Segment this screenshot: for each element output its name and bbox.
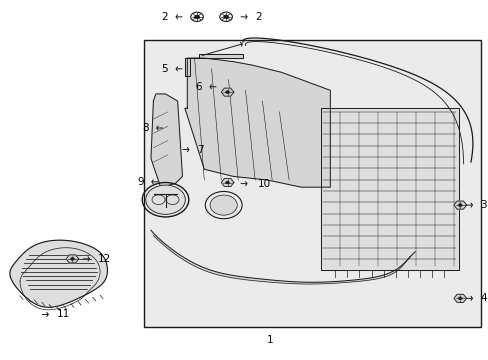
Polygon shape	[453, 201, 466, 209]
Polygon shape	[184, 58, 330, 187]
Text: 2: 2	[255, 12, 261, 22]
Polygon shape	[151, 94, 182, 187]
Bar	[143, 40, 480, 327]
Circle shape	[70, 257, 74, 260]
Circle shape	[145, 185, 185, 214]
Polygon shape	[320, 108, 458, 270]
Circle shape	[194, 15, 199, 19]
Circle shape	[210, 195, 237, 215]
Circle shape	[225, 91, 229, 94]
Circle shape	[457, 297, 461, 300]
Text: 3: 3	[480, 200, 486, 210]
Text: 1: 1	[266, 334, 272, 345]
Text: 2: 2	[161, 12, 167, 22]
Polygon shape	[151, 230, 414, 284]
Circle shape	[224, 15, 228, 19]
Text: 11: 11	[56, 310, 70, 319]
Polygon shape	[10, 240, 107, 307]
Circle shape	[457, 204, 461, 207]
Polygon shape	[221, 179, 233, 186]
Polygon shape	[221, 88, 233, 96]
Text: 12: 12	[98, 254, 111, 264]
Polygon shape	[184, 54, 243, 76]
Text: 5: 5	[161, 64, 167, 74]
Text: 7: 7	[197, 144, 203, 154]
Polygon shape	[66, 255, 79, 263]
Text: 10: 10	[257, 179, 270, 189]
Polygon shape	[453, 294, 466, 302]
Text: 6: 6	[195, 82, 202, 92]
Circle shape	[225, 181, 229, 184]
Text: 4: 4	[480, 293, 486, 303]
Text: 9: 9	[137, 177, 143, 187]
Text: 8: 8	[142, 123, 148, 133]
